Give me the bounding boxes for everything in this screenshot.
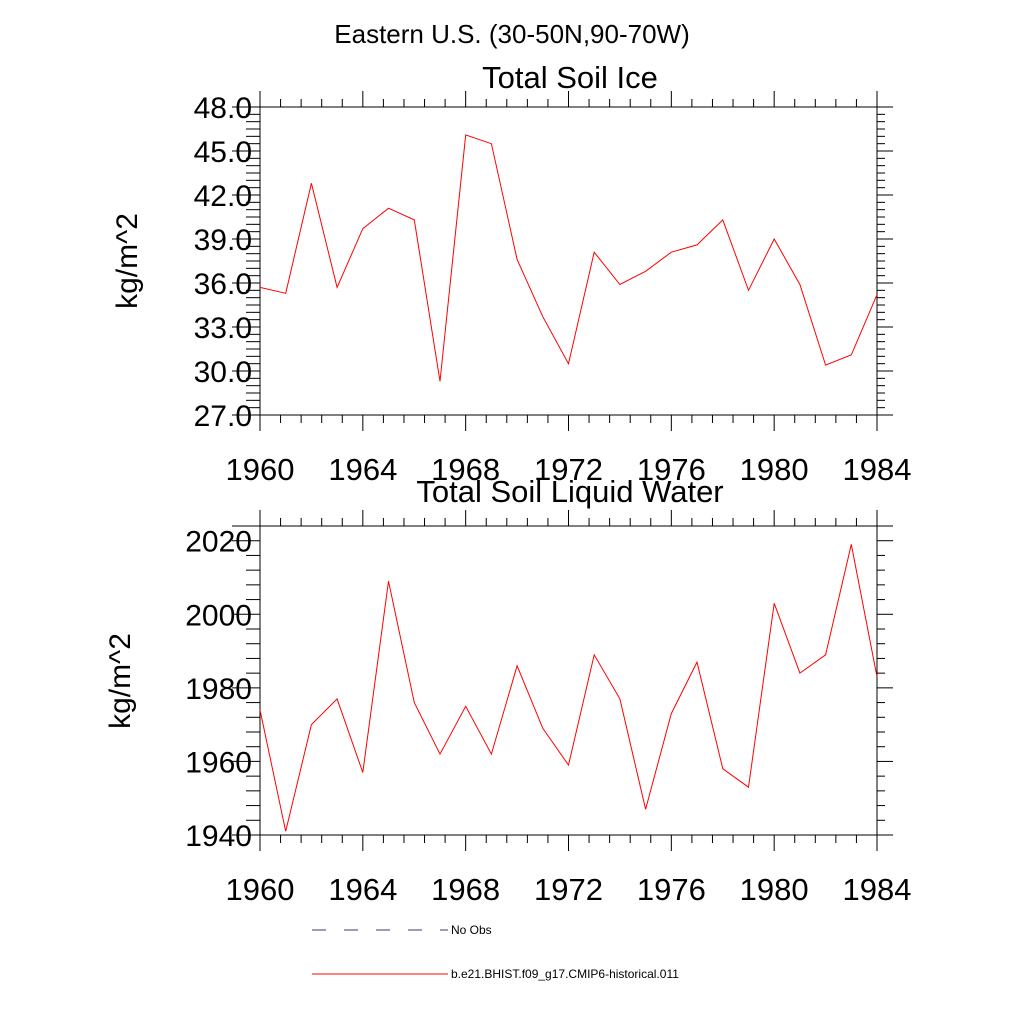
panel-total-soil-liquid-water: Total Soil Liquid Water kg/m^2 1940 1960 1… — [104, 474, 911, 907]
y-tick-label: 42.0 — [194, 180, 252, 213]
panel-title: Total Soil Ice — [482, 60, 658, 95]
x-tick-label: 1980 — [740, 452, 809, 487]
y-tick-label: 48.0 — [194, 92, 252, 125]
legend-label-model: b.e21.BHIST.f09_g17.CMIP6-historical.011 — [451, 967, 679, 981]
y-tick-label: 1980 — [185, 673, 252, 706]
x-tick-label: 1972 — [534, 872, 603, 907]
x-tick-label: 1968 — [431, 872, 500, 907]
y-tick-label: 33.0 — [194, 312, 252, 345]
series-line — [259, 544, 878, 832]
x-tick-label: 1960 — [226, 872, 295, 907]
x-tick-label: 1972 — [534, 452, 603, 487]
x-tick-label: 1984 — [843, 872, 912, 907]
legend-label-no-obs: No Obs — [451, 923, 492, 937]
x-tick-label: 1976 — [637, 452, 706, 487]
y-axis-label: kg/m^2 — [104, 633, 137, 729]
y-tick-label: 1940 — [185, 820, 252, 853]
x-tick-label: 1968 — [431, 452, 500, 487]
y-tick-label: 2000 — [185, 599, 252, 632]
x-tick-label: 1976 — [637, 872, 706, 907]
y-tick-label: 45.0 — [194, 136, 252, 169]
figure-title: Eastern U.S. (30-50N,90-70W) — [334, 19, 689, 49]
x-tick-label: 1960 — [226, 452, 295, 487]
legend: No Obs b.e21.BHIST.f09_g17.CMIP6-histori… — [312, 923, 679, 981]
y-tick-label: 2020 — [185, 526, 252, 559]
y-tick-label: 1960 — [185, 746, 252, 779]
panel-title: Total Soil Liquid Water — [416, 474, 723, 509]
series-line — [259, 134, 878, 382]
x-tick-label: 1980 — [740, 872, 809, 907]
x-tick-label: 1984 — [843, 452, 912, 487]
panel-total-soil-ice: Total Soil Ice kg/m^2 27.0 30.0 33.0 36.0 39… — [111, 60, 911, 487]
y-tick-label: 27.0 — [194, 400, 252, 433]
y-axis-label: kg/m^2 — [111, 213, 144, 309]
y-tick-label: 30.0 — [194, 356, 252, 389]
x-tick-label: 1964 — [328, 872, 397, 907]
y-tick-label: 36.0 — [194, 268, 252, 301]
x-tick-label: 1964 — [328, 452, 397, 487]
y-tick-label: 39.0 — [194, 224, 252, 257]
